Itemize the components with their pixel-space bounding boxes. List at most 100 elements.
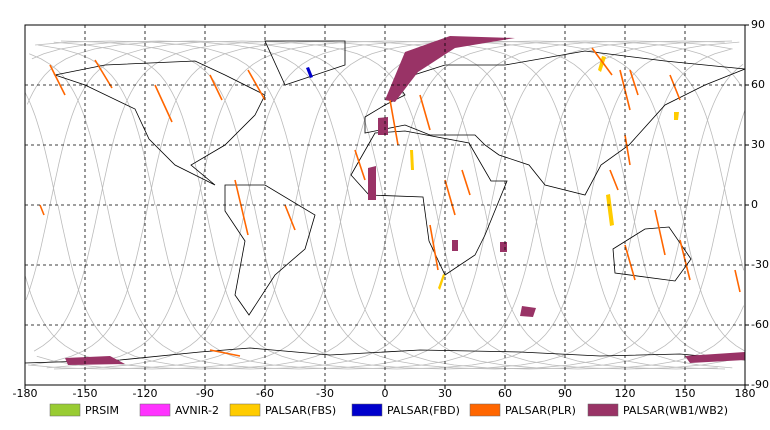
orbit (385, 204, 745, 370)
swath (65, 356, 125, 365)
orbit (204, 41, 740, 370)
swath (39, 204, 45, 216)
swath (591, 47, 613, 76)
orbit-tracks (24, 40, 746, 370)
orbit (106, 40, 725, 370)
x-tick-label: -150 (73, 387, 98, 400)
legend-swatch (229, 403, 261, 417)
x-tick-label: 90 (558, 387, 572, 400)
orbit (35, 40, 303, 206)
orbit (53, 41, 205, 206)
swath (419, 94, 431, 131)
legend-swatch (587, 403, 619, 417)
legend-swatch (469, 403, 501, 417)
swath (429, 224, 439, 271)
orbit (53, 40, 631, 370)
orbit (30, 40, 533, 366)
swath (209, 74, 223, 101)
swath (598, 56, 606, 72)
swath (654, 209, 666, 256)
swath (609, 169, 619, 191)
coast (264, 40, 346, 86)
orbit (24, 92, 58, 206)
swath (606, 194, 614, 226)
swath (306, 67, 313, 78)
swath (734, 269, 741, 293)
orbit (336, 110, 746, 370)
y-tick-label: -30 (751, 258, 769, 271)
orbit (29, 53, 107, 206)
coast (350, 130, 508, 276)
swath (452, 240, 458, 251)
legend-label: PRSIM (85, 404, 119, 417)
y-tick-label: 60 (751, 78, 765, 91)
legend-swatch (139, 403, 171, 417)
coast (24, 347, 746, 364)
orbit (33, 40, 484, 352)
orbit (155, 40, 733, 370)
swath (500, 242, 507, 252)
legend-label: AVNIR-2 (175, 404, 219, 417)
swath (247, 69, 266, 101)
orbit (28, 40, 680, 370)
swath (461, 169, 471, 196)
legend-swatch (49, 403, 81, 417)
legend-label: PALSAR(FBD) (387, 404, 460, 417)
swath (438, 274, 445, 290)
y-tick-label: 0 (751, 198, 758, 211)
x-tick-label: 150 (675, 387, 696, 400)
orbit (36, 40, 729, 370)
legend-swatch (351, 403, 383, 417)
orbit (581, 204, 733, 369)
orbit (26, 40, 386, 206)
swath (49, 64, 66, 96)
orbit (253, 48, 732, 370)
swath (629, 69, 639, 96)
x-tick-label: 60 (498, 387, 512, 400)
swath (674, 112, 679, 120)
coast (364, 50, 746, 196)
x-tick-label: -120 (133, 387, 158, 400)
plot-frame (24, 24, 746, 386)
coast (224, 184, 316, 316)
swath (619, 69, 631, 111)
swath (209, 349, 241, 357)
legend-label: PALSAR(WB1/WB2) (623, 404, 728, 417)
x-tick-label: -30 (316, 387, 334, 400)
x-tick-label: 30 (438, 387, 452, 400)
swath (444, 179, 456, 216)
swath (368, 166, 376, 200)
swath (410, 150, 414, 170)
x-tick-label: -90 (196, 387, 214, 400)
swath (624, 134, 631, 166)
legend-label: PALSAR(PLR) (505, 404, 576, 417)
swath (284, 204, 296, 231)
swath (94, 59, 113, 89)
orbit (728, 204, 745, 271)
orbit (31, 40, 352, 206)
swath (385, 36, 515, 102)
y-tick-label: 90 (751, 18, 765, 31)
swath (234, 179, 249, 236)
swath (154, 84, 173, 123)
y-tick-label: 30 (751, 138, 765, 151)
swath (624, 244, 636, 281)
orbit (57, 40, 733, 370)
orbit (434, 204, 743, 370)
x-tick-label: -180 (13, 387, 38, 400)
coast (612, 226, 692, 282)
x-tick-label: 180 (735, 387, 756, 400)
orbit (302, 63, 744, 370)
x-tick-label: -60 (256, 387, 274, 400)
orbit (37, 44, 156, 206)
swath (520, 306, 536, 317)
orbit (60, 40, 254, 206)
legend-label: PALSAR(FBS) (265, 404, 336, 417)
coast (53, 60, 266, 186)
x-tick-label: 120 (615, 387, 636, 400)
swath (669, 74, 681, 101)
swath (685, 352, 745, 363)
orbit (24, 40, 743, 370)
orbit (630, 204, 725, 362)
